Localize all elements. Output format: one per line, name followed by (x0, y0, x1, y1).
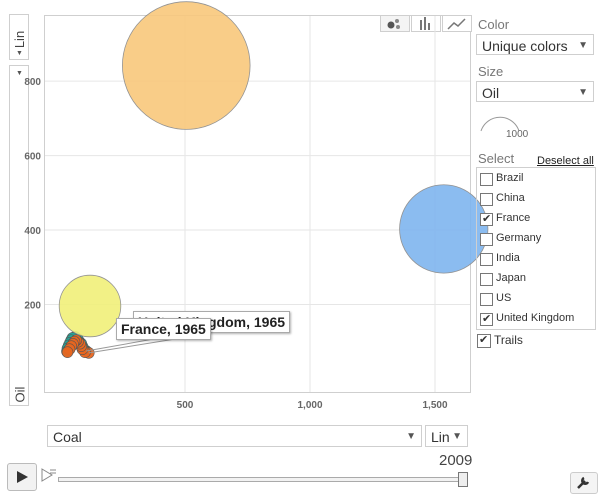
x-axis-select[interactable]: Coal ▼ (47, 425, 422, 447)
y-tick-label: 800 (24, 77, 41, 88)
deselect-all-link[interactable]: Deselect all (537, 155, 594, 167)
trails-label: Trails (494, 333, 523, 347)
plot-area[interactable] (44, 15, 472, 393)
bubble-icon (387, 19, 400, 29)
speed-icon[interactable] (40, 466, 58, 484)
x-tick-label: 500 (177, 400, 194, 411)
bubble-point (58, 274, 122, 338)
timeline-track[interactable] (58, 477, 468, 482)
bubbles (58, 1, 489, 338)
checkbox[interactable] (480, 293, 493, 306)
size-label: Size (478, 64, 504, 79)
list-item-label: France (496, 212, 531, 224)
checkbox[interactable] (480, 193, 493, 206)
year-label: 2009 (439, 452, 473, 469)
checkbox[interactable] (480, 253, 493, 266)
x-tick-label: 1,500 (422, 400, 447, 411)
x-axis-label: Coal (53, 429, 82, 445)
play-button[interactable] (7, 463, 37, 491)
y-tick-label: 600 (24, 152, 41, 163)
list-item-label: China (496, 192, 525, 204)
bubble-point (399, 184, 489, 274)
tab-bubble[interactable] (380, 15, 410, 32)
settings-button[interactable] (570, 472, 598, 494)
list-item-label: Germany (496, 232, 542, 244)
grid (45, 16, 470, 392)
tab-line[interactable] (442, 15, 472, 32)
x-tick-label: 1,000 (297, 400, 322, 411)
checkbox[interactable] (480, 312, 493, 326)
tooltip-france: France, 1965 (116, 318, 211, 340)
y-scale-select[interactable]: Lin ▼ (9, 14, 29, 60)
size-select-value: Oil (482, 85, 500, 101)
list-item-label: Japan (496, 272, 526, 284)
tab-bar[interactable] (411, 15, 441, 32)
color-select-value: Unique colors (482, 38, 568, 54)
color-select[interactable]: Unique colors ▼ (476, 34, 594, 55)
list-item-label: India (496, 252, 520, 264)
checkbox[interactable] (480, 273, 493, 286)
chevron-down-icon: ▼ (578, 40, 588, 51)
timeline-handle[interactable] (458, 472, 468, 487)
trails (61, 327, 216, 359)
size-select[interactable]: Oil ▼ (476, 81, 594, 102)
chevron-down-icon: ▼ (452, 431, 462, 442)
y-tick-label: 400 (24, 226, 41, 237)
size-legend-value: 1000 (506, 129, 529, 140)
x-scale-select[interactable]: Lin ▼ (425, 425, 468, 447)
bubble-point (122, 1, 251, 130)
line-chart-icon (447, 18, 466, 30)
entity-list[interactable]: Brazil China France Germany India Japan US Unit… (476, 167, 596, 330)
list-item-label: United Kingdom (496, 312, 575, 324)
wrench-icon (577, 476, 590, 489)
checkbox[interactable] (477, 333, 491, 348)
play-icon (17, 471, 28, 483)
bar-chart-icon (420, 17, 430, 30)
list-item-label: Brazil (496, 172, 524, 184)
x-scale-label: Lin (431, 429, 450, 445)
checkbox[interactable] (480, 212, 493, 226)
y-axis-select[interactable]: ▼ Oil (9, 65, 29, 406)
trail-point (61, 346, 74, 358)
chevron-down-icon: ▼ (16, 50, 23, 57)
chart-svg: 500 1,000 1,500 200 400 600 800 (24, 1, 489, 411)
color-label: Color (478, 17, 510, 32)
checkbox[interactable] (480, 173, 493, 186)
chevron-down-icon: ▼ (406, 431, 416, 442)
list-item-label: US (496, 292, 512, 304)
chevron-down-icon: ▼ (578, 87, 588, 98)
size-legend-icon (480, 116, 520, 132)
tick-labels: 500 1,000 1,500 200 400 600 800 (24, 77, 448, 411)
y-tick-label: 200 (24, 301, 41, 312)
select-label: Select (478, 151, 515, 166)
chevron-down-icon: ▼ (16, 70, 23, 77)
checkbox[interactable] (480, 233, 493, 246)
